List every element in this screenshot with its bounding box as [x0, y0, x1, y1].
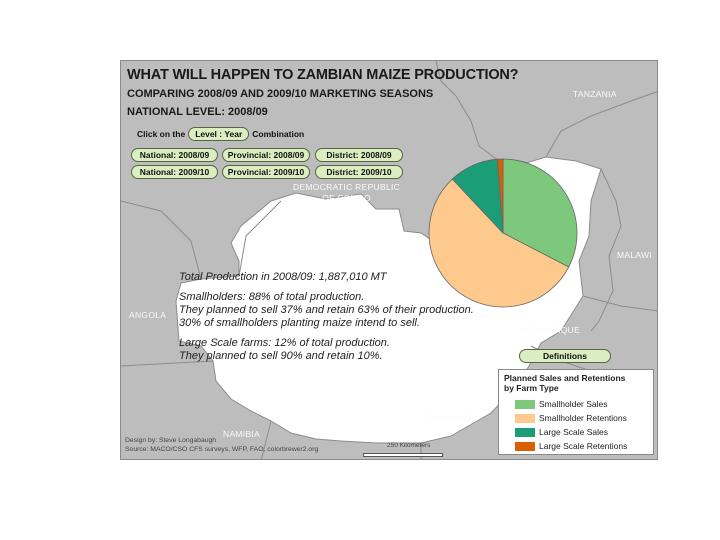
- scale-bar: [363, 453, 443, 457]
- district-2008-button[interactable]: District: 2008/09: [315, 148, 403, 162]
- smallholder-share: Smallholders: 88% of total production.: [179, 291, 365, 303]
- legend-label: Smallholder Retentions: [539, 413, 627, 423]
- provincial-2009-button[interactable]: Provincial: 2009/10: [222, 165, 310, 179]
- label-tanzania: TANZANIA: [573, 89, 617, 99]
- total-production: Total Production in 2008/09: 1,887,010 M…: [179, 271, 387, 283]
- label-namibia: NAMIBIA: [223, 429, 261, 439]
- label-zimbabwe: ZIMBABWE: [425, 413, 473, 423]
- pie-chart: [428, 158, 578, 308]
- pie-slice-smallholder-retentions: [428, 178, 570, 308]
- legend-item: Large Scale Sales: [515, 427, 608, 437]
- legend-swatch: [515, 441, 535, 451]
- scale-label: 250 Kilometers: [387, 442, 431, 449]
- large-scale-plan: They planned to sell 90% and retain 10%.: [179, 350, 383, 362]
- page-subtitle: COMPARING 2008/09 AND 2009/10 MARKETING …: [127, 88, 434, 100]
- label-drc-line2: OF CONGO: [322, 193, 371, 203]
- legend-title: Planned Sales and Retentions by Farm Typ…: [504, 373, 625, 393]
- national-2008-button[interactable]: National: 2008/09: [131, 148, 218, 162]
- level-title: NATIONAL LEVEL: 2008/09: [127, 106, 268, 118]
- label-drc: DEMOCRATIC REPUBLIC OF CONGO: [293, 182, 400, 204]
- legend-label: Large Scale Retentions: [539, 441, 628, 451]
- legend-item: Large Scale Retentions: [515, 441, 627, 451]
- credit-design: Design by: Steve Longabaugh: [125, 437, 217, 444]
- legend-title-line2: by Farm Type: [504, 383, 559, 393]
- label-malawi: MALAWI: [617, 250, 653, 260]
- pie-slice-large-scale-retentions: [496, 158, 504, 234]
- smallholder-intent: 30% of smallholders planting maize inten…: [179, 317, 420, 329]
- map-panel: WHAT WILL HAPPEN TO ZAMBIAN MAIZE PRODUC…: [120, 60, 658, 460]
- selector-instruction: Click on the Level : Year Combination: [137, 127, 304, 141]
- definitions-button[interactable]: Definitions: [519, 349, 611, 363]
- provincial-2008-button[interactable]: Provincial: 2008/09: [222, 148, 310, 162]
- smallholder-plan: They planned to sell 37% and retain 63% …: [179, 304, 474, 316]
- legend: Planned Sales and Retentions by Farm Typ…: [498, 369, 654, 455]
- label-mozambique: MOZAMBIQUE: [519, 325, 581, 335]
- legend-swatch: [515, 399, 535, 409]
- national-2009-button[interactable]: National: 2009/10: [131, 165, 218, 179]
- credit-source: Source: MACO/CSO CFS surveys, WFP, FAO, …: [125, 445, 319, 453]
- large-scale-share: Large Scale farms: 12% of total producti…: [179, 337, 390, 349]
- instruction-prefix: Click on the: [137, 129, 186, 139]
- page-title: WHAT WILL HAPPEN TO ZAMBIAN MAIZE PRODUC…: [127, 67, 519, 83]
- district-2009-button[interactable]: District: 2009/10: [315, 165, 403, 179]
- label-drc-line1: DEMOCRATIC REPUBLIC: [293, 182, 401, 192]
- pie-slice-smallholder-sales: [502, 158, 578, 268]
- base-map: [121, 61, 657, 459]
- level-year-pill: Level : Year: [188, 127, 250, 141]
- legend-item: Smallholder Sales: [515, 399, 608, 409]
- label-angola: ANGOLA: [129, 310, 167, 320]
- legend-item: Smallholder Retentions: [515, 413, 627, 423]
- production-summary: Total Production in 2008/09: 1,887,010 M…: [179, 271, 474, 363]
- legend-label: Smallholder Sales: [539, 399, 608, 409]
- legend-label: Large Scale Sales: [539, 427, 608, 437]
- instruction-suffix: Combination: [252, 129, 305, 139]
- credits: Design by: Steve Longabaugh Source: MACO…: [125, 437, 318, 454]
- legend-title-line1: Planned Sales and Retentions: [504, 373, 626, 383]
- legend-swatch: [515, 413, 535, 423]
- legend-swatch: [515, 427, 535, 437]
